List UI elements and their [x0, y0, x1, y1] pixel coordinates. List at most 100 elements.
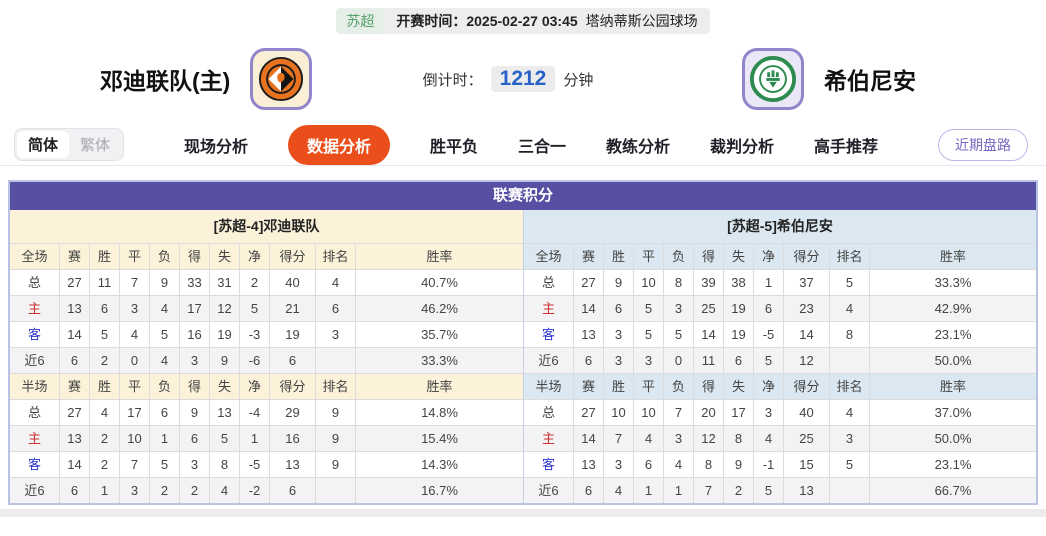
countdown: 倒计时： 1212 分钟 [423, 66, 594, 92]
tab-高手推荐[interactable]: 高手推荐 [814, 138, 879, 156]
table-cell: 2 [90, 451, 120, 477]
table-cell: 39 [694, 269, 724, 295]
table-cell: 27 [574, 399, 604, 425]
row-label: 主 [10, 425, 60, 451]
table-cell: 5 [830, 451, 870, 477]
table-cell: 5 [240, 295, 270, 321]
column-header: 平 [634, 243, 664, 269]
table-cell: -1 [754, 451, 784, 477]
kickoff-info: 开赛时间：2025-02-27 03:45 塔纳蒂斯公园球场 [384, 8, 710, 34]
table-cell: 7 [120, 269, 150, 295]
lang-traditional-button[interactable]: 繁体 [80, 137, 111, 154]
home-team-name: 邓迪联队(主) [100, 68, 231, 94]
table-row: 客 13 3 6 4 8 9 -1 15 5 23.1% [524, 451, 1036, 477]
column-header: 净 [754, 243, 784, 269]
column-header: 得 [180, 373, 210, 399]
table-cell: 40 [270, 269, 316, 295]
table-cell: 6 [316, 295, 356, 321]
away-team-name: 希伯尼安 [824, 68, 916, 94]
row-label: 客 [524, 451, 574, 477]
table-cell: 6 [180, 425, 210, 451]
lang-simplified-button[interactable]: 简体 [17, 131, 70, 158]
nav-bar: 简体 繁体 现场分析 数据分析 胜平负 三合一 教练分析 裁判分析 高手推荐 近期盘路 [0, 124, 1046, 166]
table-cell: 14.3% [356, 451, 523, 477]
table-cell: 17 [120, 399, 150, 425]
tab-裁判分析[interactable]: 裁判分析 [710, 138, 775, 156]
column-header: 胜率 [356, 243, 523, 269]
table-row: 近6 6 1 3 2 2 4 -2 6 16.7% [10, 477, 523, 503]
table-cell: 16.7% [356, 477, 523, 503]
column-header: 失 [724, 373, 754, 399]
table-cell: 13 [270, 451, 316, 477]
table-cell: 3 [604, 347, 634, 373]
row-label: 总 [524, 399, 574, 425]
tab-胜平负[interactable]: 胜平负 [429, 138, 478, 156]
table-row: 总 27 10 10 7 20 17 3 40 4 37.0% [524, 399, 1036, 425]
table-cell: 6 [574, 477, 604, 503]
dundee-united-crest-icon [259, 56, 304, 102]
table-cell: 3 [664, 425, 694, 451]
table-cell: 6 [604, 295, 634, 321]
table-cell: 33 [180, 269, 210, 295]
table-cell: 1 [240, 425, 270, 451]
table-row: 主 13 2 10 1 6 5 1 16 9 15.4% [10, 425, 523, 451]
table-cell: 23.1% [870, 321, 1036, 347]
table-cell: 17 [180, 295, 210, 321]
kickoff-label: 开赛时间： [396, 13, 467, 29]
tab-现场分析[interactable]: 现场分析 [183, 138, 248, 156]
table-cell: 13 [210, 399, 240, 425]
table-cell: 9 [150, 269, 180, 295]
table-title: 联赛积分 [10, 182, 1036, 210]
table-cell: 13 [60, 425, 90, 451]
column-header: 得 [694, 373, 724, 399]
table-cell: 5 [830, 269, 870, 295]
table-cell: 1 [90, 477, 120, 503]
away-table-header: [苏超-5]希伯尼安 [524, 210, 1036, 243]
table-cell: 0 [664, 347, 694, 373]
countdown-unit: 分钟 [563, 71, 594, 89]
column-header: 半场 [10, 373, 60, 399]
table-cell: 11 [90, 269, 120, 295]
column-header: 负 [664, 373, 694, 399]
table-cell: 3 [120, 295, 150, 321]
table-cell: 8 [210, 451, 240, 477]
table-cell: 14 [784, 321, 830, 347]
table-cell: 6 [574, 347, 604, 373]
row-label: 主 [524, 425, 574, 451]
language-toggle[interactable]: 简体 繁体 [14, 128, 125, 161]
table-cell: 7 [120, 451, 150, 477]
table-cell: 3 [120, 477, 150, 503]
table-cell: 4 [90, 399, 120, 425]
column-header: 排名 [830, 243, 870, 269]
table-cell: 4 [316, 269, 356, 295]
table-cell [316, 347, 356, 373]
table-cell: 5 [150, 321, 180, 347]
table-cell: 25 [784, 425, 830, 451]
column-header: 失 [724, 243, 754, 269]
table-cell: 3 [316, 321, 356, 347]
table-cell: 13 [574, 321, 604, 347]
row-label: 客 [10, 321, 60, 347]
away-team-block: 希伯尼安 [593, 48, 1046, 110]
table-row: 近6 6 3 3 0 11 6 5 12 50.0% [524, 347, 1036, 373]
column-header-row: 半场赛胜平负得失净得分 排名 胜率 [524, 373, 1036, 399]
row-label: 总 [10, 269, 60, 295]
table-cell: 14.8% [356, 399, 523, 425]
table-cell: 5 [634, 321, 664, 347]
table-cell: 6 [270, 347, 316, 373]
table-cell: 13 [60, 295, 90, 321]
table-cell: 37 [784, 269, 830, 295]
table-cell: 2 [724, 477, 754, 503]
table-row: 客 14 5 4 5 16 19 -3 19 3 35.7% [10, 321, 523, 347]
table-cell: 3 [604, 451, 634, 477]
home-team-logo [250, 48, 313, 110]
tab-教练分析[interactable]: 教练分析 [606, 138, 671, 156]
column-header: 平 [120, 373, 150, 399]
recent-trend-button[interactable]: 近期盘路 [938, 128, 1028, 161]
table-cell: 40 [784, 399, 830, 425]
table-cell: 14 [60, 451, 90, 477]
tab-三合一[interactable]: 三合一 [518, 138, 567, 156]
tab-数据分析[interactable]: 数据分析 [287, 124, 390, 165]
table-cell: 0 [120, 347, 150, 373]
table-cell: 6 [150, 399, 180, 425]
